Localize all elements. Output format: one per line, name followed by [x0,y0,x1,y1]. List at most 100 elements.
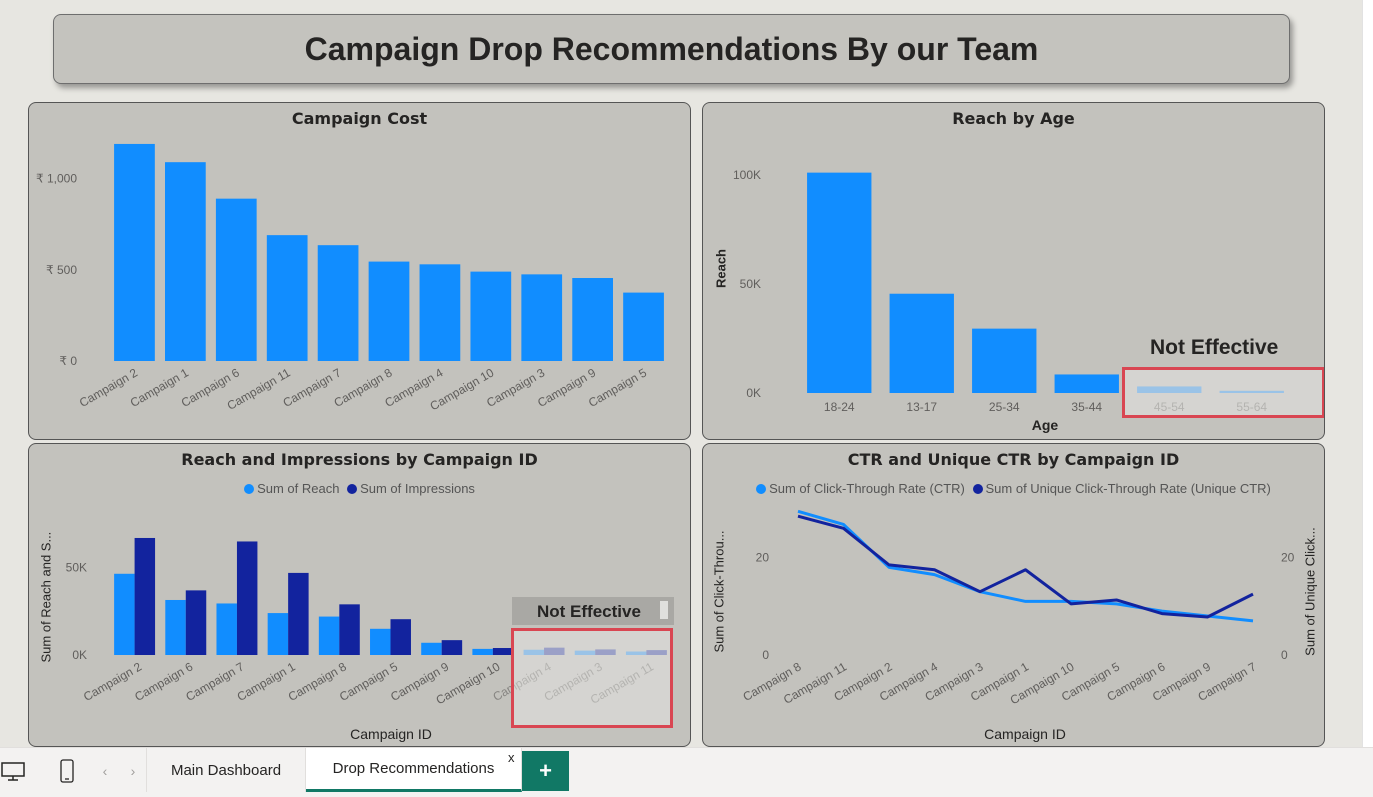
impressions-bar [134,537,156,655]
bar [215,198,257,361]
reach-impressions-x-title: Campaign ID [350,726,432,742]
tab-drop-recommendations[interactable]: Drop Recommendations [306,748,522,792]
legend-item-reach[interactable]: Sum of Reach [244,481,339,496]
reach-axis-title: Reach [713,248,729,289]
reach-impressions-title: Reach and Impressions by Campaign ID [181,450,538,469]
x-tick-label: 18-24 [824,400,855,414]
ctr-title: CTR and Unique CTR by Campaign ID [847,450,1180,469]
bar [470,271,512,361]
impressions-bar [492,648,514,655]
chevron-left-icon[interactable]: ‹ [102,762,108,779]
bar [419,264,461,361]
unique-ctr-line [797,514,1254,619]
impressions-bar [185,590,207,655]
reach-impressions-y-title: Sum of Reach and S... [38,531,54,663]
impressions-bar [288,572,309,655]
x-tick-label: 35-44 [1071,400,1102,414]
impressions-bar [646,650,667,655]
reach-bar [625,651,647,655]
reach-bar [523,649,545,655]
reach-impressions-legend: Sum of Reach Sum of Impressions [29,481,690,496]
reach-bar [165,599,186,655]
bar [368,261,410,361]
report-canvas: Campaign Drop Recommendations By our Tea… [0,0,1362,747]
ctr-visual[interactable]: CTR and Unique CTR by Campaign ID Sum of… [702,443,1325,747]
impressions-bar [390,619,411,655]
chevron-right-icon[interactable]: › [130,762,136,779]
reach-bar [370,628,391,655]
reach-bar [318,616,340,655]
impressions-bar [544,647,565,655]
ctr-x-title: Campaign ID [984,726,1066,742]
legend-item-unique-ctr[interactable]: Sum of Unique Click-Through Rate (Unique… [972,481,1271,496]
ctr-legend: Sum of Click-Through Rate (CTR) Sum of U… [703,481,1324,496]
scrollbar-thumb[interactable] [660,601,668,619]
bar [317,245,359,361]
legend-item-ctr[interactable]: Sum of Click-Through Rate (CTR) [756,481,965,496]
report-title: Campaign Drop Recommendations By our Tea… [304,30,1039,67]
y-tick-label: 0K [746,386,761,400]
reach-by-age-title: Reach by Age [952,109,1075,128]
reach-bar [267,613,289,655]
age-axis-title: Age [1031,417,1059,433]
bar [521,274,563,361]
page-tab-bar: ‹ › Main Dashboard Drop Recommendations … [0,747,1373,797]
ctr-line [797,509,1254,623]
bar [1219,390,1284,393]
campaign-cost-title: Campaign Cost [291,109,428,128]
desktop-view-icon[interactable] [0,748,26,793]
not-effective-highlight-age [1122,367,1324,418]
not-effective-header-bar [512,597,674,625]
add-page-button[interactable]: + [522,751,569,791]
bar [623,292,664,361]
report-title-box: Campaign Drop Recommendations By our Tea… [53,14,1290,84]
unique-ctr-y-title: Sum of Unique Click... [1302,527,1318,656]
reach-by-age-chart: 0K 50K 100K 18-24 13-17 25-34 35-44 45-54 55-64 [733,168,1284,414]
bar [165,162,206,361]
y-tick-label: 50K [66,561,87,575]
tab-close-icon[interactable]: x [508,750,515,765]
reach-bar [574,650,596,655]
tab-main-dashboard[interactable]: Main Dashboard [146,748,306,792]
mobile-view-icon[interactable] [56,748,78,793]
bar [114,143,155,361]
x-tick-label: 25-34 [989,400,1020,414]
right-gutter [1362,0,1373,747]
bar [807,172,872,393]
plus-icon: + [539,758,552,783]
not-effective-label-age: Not Effective [1150,336,1279,359]
reach-bar [216,603,237,655]
y-tick-label: 0 [762,648,769,662]
y-tick-label: ₹ 500 [46,263,77,277]
reach-bar [114,573,135,655]
x-tick-label: 55-64 [1236,400,1267,414]
x-tick-label: Campaign 5 [586,365,649,410]
bar [1137,386,1202,393]
impressions-bar [595,649,616,655]
impressions-bar [441,640,463,655]
impressions-bar [339,604,360,655]
not-effective-label-campaign: Not Effective [537,602,641,621]
bar [572,278,613,361]
reach-impressions-visual[interactable]: Reach and Impressions by Campaign ID Sum… [28,443,691,747]
x-tick-label: 45-54 [1154,400,1185,414]
bar [266,235,308,361]
reach-bar [421,642,442,655]
bar [889,293,954,393]
reach-bar [472,648,493,655]
impressions-bar [236,541,258,655]
y-tick-label-right: 0 [1281,648,1288,662]
legend-item-impressions[interactable]: Sum of Impressions [347,481,475,496]
y-tick-label-right: 20 [1281,551,1295,565]
not-effective-highlight-campaign [511,628,673,728]
y-tick-label: ₹ 1,000 [36,172,77,186]
ctr-y-title: Sum of Click-Throu... [711,530,727,653]
reach-by-age-visual[interactable]: Reach by Age 0K 50K 100K 18-24 13-17 25-34 35-… [702,102,1325,440]
x-tick-label: 13-17 [906,400,937,414]
y-tick-label: 100K [733,168,761,182]
y-tick-label: 50K [740,277,761,291]
